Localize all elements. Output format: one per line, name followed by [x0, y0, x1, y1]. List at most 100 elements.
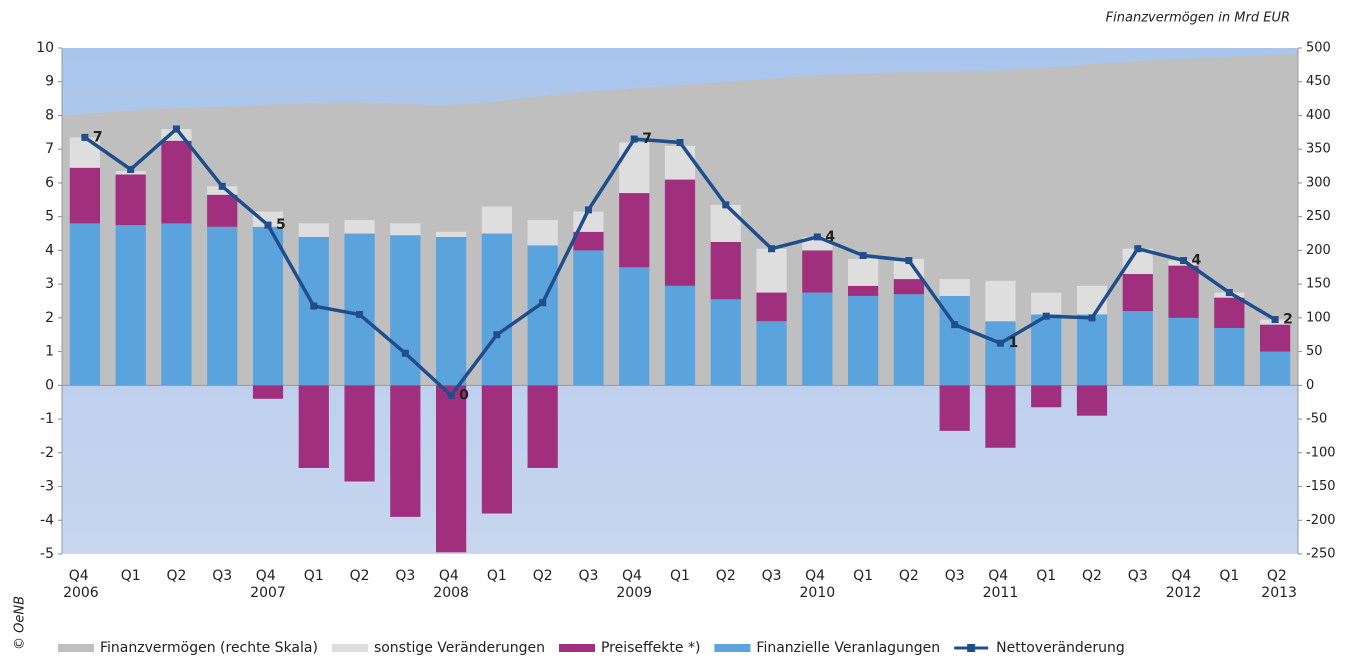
x-tick-label: Q4 2008 [433, 568, 469, 601]
bar [756, 292, 787, 322]
bar [1122, 274, 1153, 312]
y2-tick-label: 350 [1306, 142, 1331, 157]
bar [527, 220, 558, 246]
x-tick-label: Q1 [670, 568, 690, 584]
y-tick-label: 6 [45, 175, 54, 191]
line-marker [1225, 289, 1233, 297]
y2-tick-label: 50 [1306, 344, 1323, 359]
bar [436, 385, 467, 553]
legend-label: Preiseffekte *) [601, 640, 700, 656]
x-tick-label: Q3 [1128, 568, 1148, 584]
bar [619, 193, 650, 268]
bar [161, 140, 192, 224]
bar [69, 167, 100, 224]
bar [893, 294, 924, 386]
x-tick-label: Q4 2010 [800, 568, 836, 601]
legend-label: sonstige Veränderungen [374, 640, 545, 656]
y-tick-label: 8 [45, 107, 54, 123]
y-tick-label: 3 [45, 276, 54, 292]
y2-tick-label: -200 [1306, 513, 1336, 528]
x-tick-label: Q1 [1036, 568, 1056, 584]
bar [527, 245, 558, 386]
y-tick-label: 1 [45, 344, 54, 360]
bar [527, 385, 558, 468]
y-tick-label: -5 [40, 546, 54, 562]
x-tick-label: Q3 [395, 568, 415, 584]
x-tick-label: Q1 [487, 568, 507, 584]
bar [481, 233, 512, 386]
bar [848, 285, 879, 296]
data-label: 2 [1283, 312, 1293, 328]
x-tick-label: Q2 [350, 568, 370, 584]
legend-label: Finanzvermögen (rechte Skala) [100, 640, 318, 656]
y2-tick-label: 100 [1306, 310, 1331, 325]
data-label: 7 [93, 129, 103, 145]
line-marker [539, 299, 547, 307]
legend-swatch [58, 644, 94, 652]
y2-tick-label: 200 [1306, 243, 1331, 258]
bar [619, 142, 650, 194]
annotation: Finanzvermögen in Mrd EUR [1106, 11, 1290, 26]
bar [115, 225, 146, 386]
bar [436, 236, 467, 386]
x-tick-label: Q4 2006 [63, 568, 99, 601]
y2-tick-label: -150 [1306, 479, 1336, 494]
data-label: 4 [825, 229, 835, 245]
y-tick-label: 0 [45, 377, 54, 393]
x-tick-label: Q2 [716, 568, 736, 584]
bar [207, 226, 238, 386]
bar [573, 250, 604, 386]
bar [985, 385, 1016, 448]
line-marker [264, 221, 272, 229]
bar [756, 248, 787, 293]
bar [298, 223, 329, 237]
line-marker [905, 257, 913, 265]
y-tick-label: -2 [40, 445, 54, 461]
bar [115, 174, 146, 226]
x-tick-label: Q4 2009 [616, 568, 652, 601]
bar [664, 145, 696, 180]
y-tick-label: 9 [45, 74, 54, 90]
bar [436, 231, 467, 237]
line-marker [1042, 312, 1050, 320]
bar [710, 299, 741, 386]
y-tick-label: 10 [36, 40, 54, 56]
y-tick-label: -4 [40, 512, 54, 528]
line-marker [676, 138, 684, 146]
data-label: 5 [276, 217, 286, 233]
bar [848, 258, 879, 286]
line-marker [1134, 245, 1142, 253]
bar [1031, 292, 1062, 315]
line-marker [951, 321, 959, 329]
x-tick-label: Q4 2007 [250, 568, 286, 601]
y2-tick-label: 500 [1306, 41, 1331, 56]
bar [802, 292, 833, 386]
x-tick-label: Q1 [853, 568, 873, 584]
bar [1076, 314, 1108, 386]
bar [619, 267, 650, 386]
bar [344, 220, 375, 234]
line-marker [630, 135, 638, 143]
x-tick-label: Q3 [212, 568, 232, 584]
y2-tick-label: -100 [1306, 445, 1336, 460]
bar [481, 385, 512, 514]
line-marker [859, 251, 867, 259]
x-tick-label: Q1 [1219, 568, 1239, 584]
line-marker [127, 165, 135, 173]
bar [1168, 265, 1199, 318]
bar [1168, 317, 1199, 386]
bar [893, 279, 924, 295]
line-marker [493, 331, 501, 339]
bar [161, 128, 192, 141]
y2-tick-label: 150 [1306, 277, 1331, 292]
bar [252, 226, 284, 386]
line-marker [447, 391, 455, 399]
bar [161, 223, 192, 386]
x-tick-label: Q1 [304, 568, 324, 584]
line-marker [1088, 314, 1096, 322]
bar [344, 233, 375, 386]
x-tick-label: Q3 [945, 568, 965, 584]
x-tick-label: Q4 2012 [1166, 568, 1202, 601]
line-marker [172, 125, 180, 133]
bar [985, 321, 1016, 386]
